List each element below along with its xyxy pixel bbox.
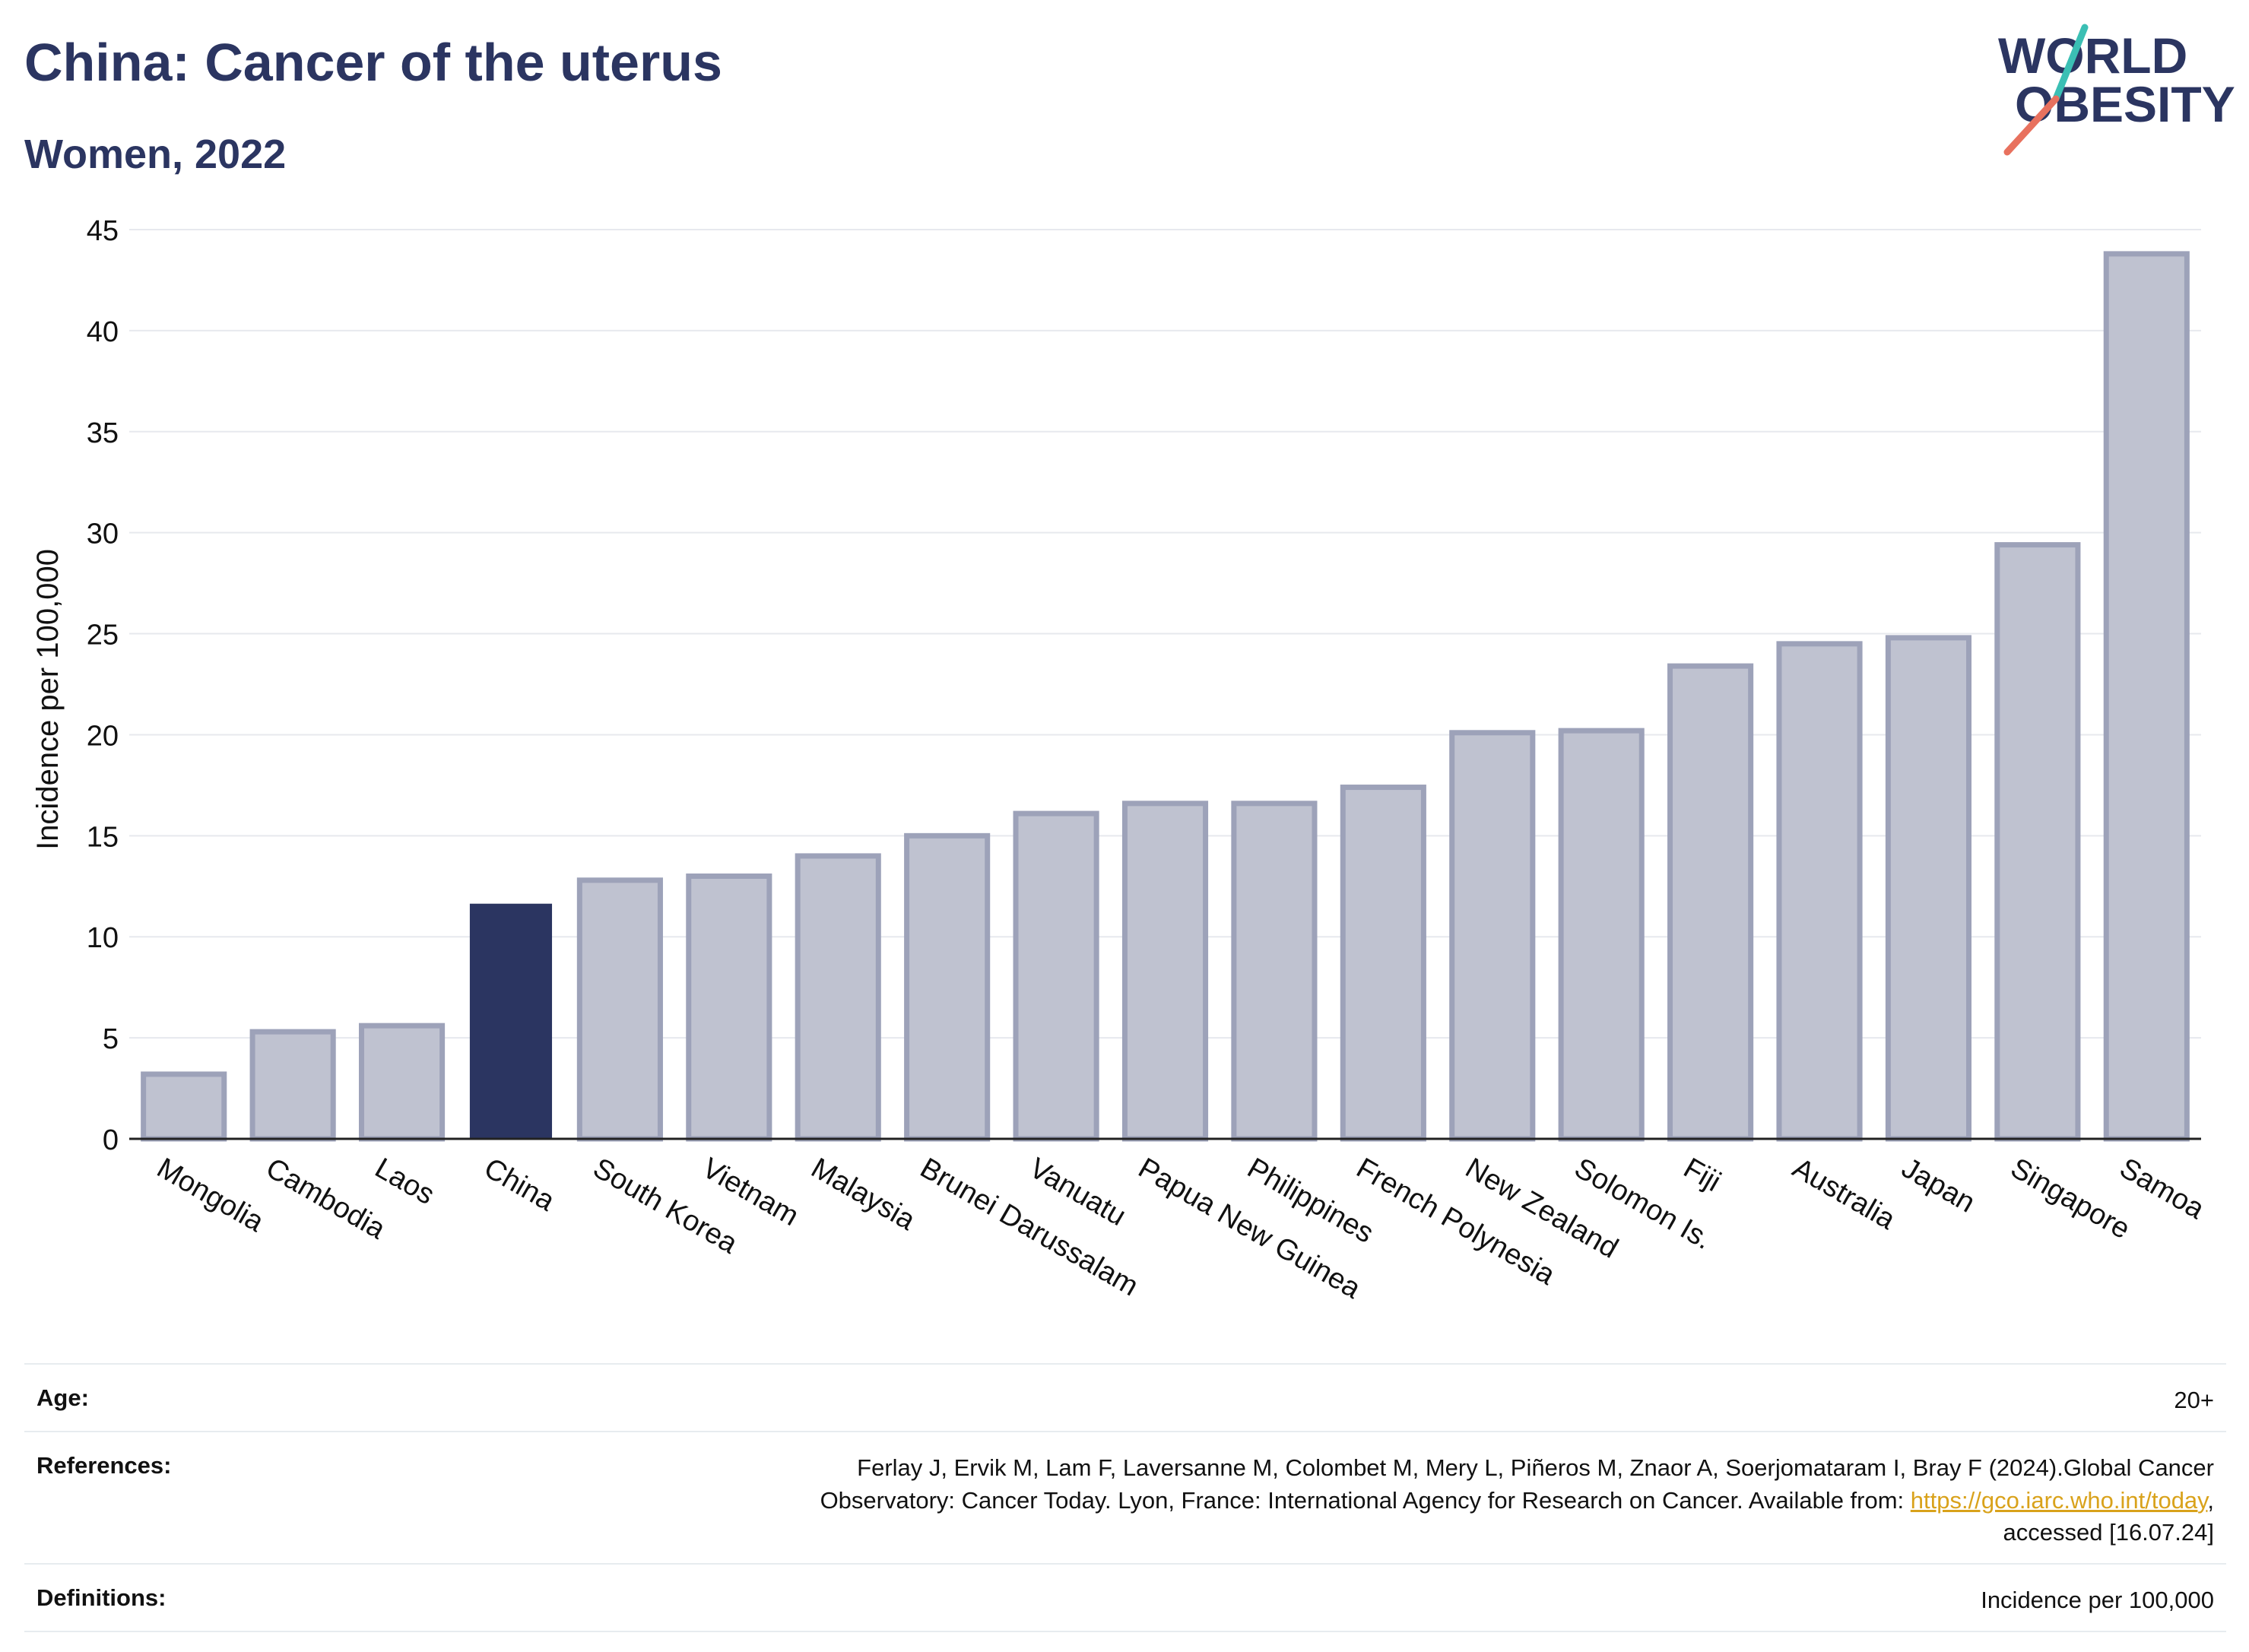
y-axis-label: Incidence per 100,000 <box>31 549 65 850</box>
y-tick-label: 45 <box>87 215 119 247</box>
age-label: Age: <box>36 1384 89 1411</box>
bar-cambodia <box>249 1029 336 1142</box>
references-link-comma: , <box>2207 1486 2214 1514</box>
chart-subtitle: Women, 2022 <box>24 132 287 177</box>
x-tick-label: Mongolia <box>151 1152 269 1238</box>
definitions-value: Incidence per 100,000 <box>1981 1587 2214 1614</box>
bar-japan <box>1885 635 1972 1142</box>
y-tick-label: 30 <box>87 518 119 550</box>
logo-slash-coral <box>2003 95 2060 156</box>
x-tick-label: Australia <box>1787 1152 1902 1236</box>
footer-row-age: Age: 20+ <box>24 1363 2226 1431</box>
references-label: References: <box>36 1451 172 1479</box>
bar-australia <box>1776 641 1863 1142</box>
world-obesity-logo: WORLD OBESITY <box>1998 24 2235 156</box>
y-tick-label: 20 <box>87 720 119 752</box>
y-tick-label: 0 <box>103 1124 119 1156</box>
bar-brunei-darussalam <box>904 832 991 1142</box>
x-tick-label: China <box>478 1152 560 1217</box>
references-link[interactable]: https://gco.iarc.who.int/today <box>1910 1486 2208 1514</box>
footer-row-definitions: Definitions: Incidence per 100,000 <box>24 1563 2226 1632</box>
bar-vietnam <box>686 873 772 1142</box>
y-tick-label: 5 <box>103 1023 119 1055</box>
x-tick-label: Singapore <box>2005 1152 2135 1245</box>
bar-south-korea <box>576 877 663 1142</box>
age-value: 20+ <box>2174 1387 2214 1413</box>
bar-new-zealand <box>1449 730 1536 1142</box>
bar-fiji <box>1667 663 1754 1142</box>
chart-title: China: Cancer of the uterus <box>24 33 722 92</box>
y-tick-label: 15 <box>87 821 119 853</box>
y-axis-ticks: 0 5 10 15 20 25 30 35 40 45 <box>87 215 119 1156</box>
x-tick-label: French Polynesia <box>1351 1152 1561 1292</box>
bar-singapore <box>1994 542 2081 1142</box>
bar-solomon-is <box>1558 728 1645 1142</box>
bar-vanuatu <box>1013 810 1099 1142</box>
logo-slash-teal <box>2052 24 2089 103</box>
y-tick-label: 25 <box>87 620 119 652</box>
x-tick-label: Fiji <box>1678 1152 1726 1198</box>
y-tick-label: 40 <box>87 316 119 348</box>
bar-mongolia <box>141 1071 227 1142</box>
bar-laos <box>358 1023 446 1142</box>
y-tick-label: 10 <box>87 922 119 954</box>
bar-french-polynesia <box>1340 785 1426 1142</box>
references-line-2: Observatory: Cancer Today. Lyon, France:… <box>820 1486 1911 1514</box>
references-line-1: Ferlay J, Ervik M, Lam F, Laversanne M, … <box>857 1454 2214 1481</box>
footer-row-references: References: Ferlay J, Ervik M, Lam F, La… <box>24 1430 2226 1563</box>
bars <box>141 251 2190 1142</box>
logo-text-world: WORLD <box>1998 27 2187 84</box>
x-tick-label: Cambodia <box>261 1152 392 1245</box>
references-value: Ferlay J, Ervik M, Lam F, Laversanne M, … <box>820 1452 2214 1549</box>
bar-malaysia <box>795 853 881 1142</box>
x-tick-label: Laos <box>370 1152 439 1211</box>
x-tick-label: Japan <box>1896 1152 1981 1219</box>
bar-samoa <box>2103 251 2190 1142</box>
y-tick-label: 35 <box>87 417 119 449</box>
bar-china <box>469 903 553 1140</box>
chart-footer: Age: 20+ References: Ferlay J, Ervik M, … <box>24 1363 2226 1632</box>
references-line-3: accessed [16.07.24] <box>2003 1519 2214 1546</box>
x-tick-label: Malaysia <box>806 1152 921 1237</box>
definitions-label: Definitions: <box>36 1584 167 1612</box>
bar-papua-new-guinea <box>1121 801 1209 1142</box>
bar-philippines <box>1231 801 1318 1142</box>
